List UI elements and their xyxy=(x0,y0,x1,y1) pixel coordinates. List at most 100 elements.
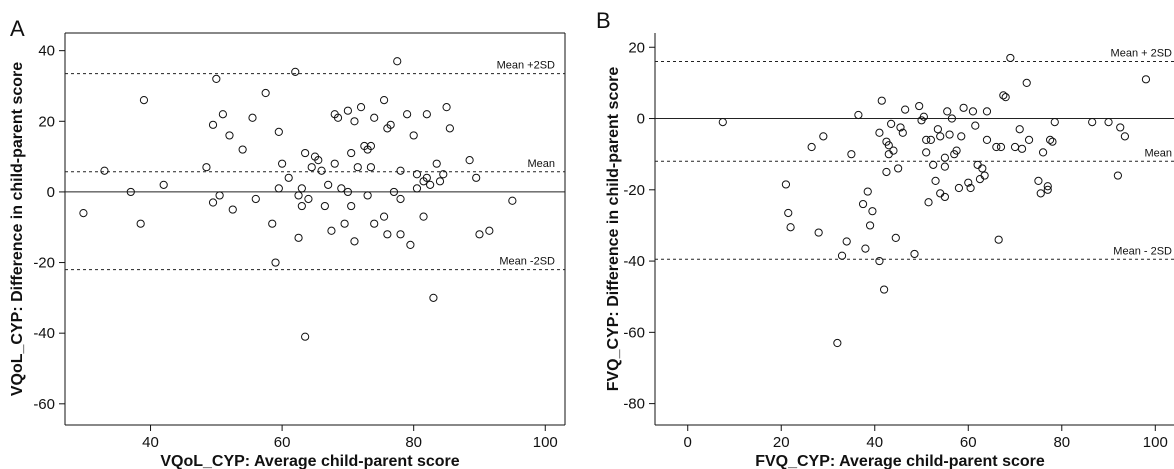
data-point xyxy=(159,180,168,189)
data-point xyxy=(877,96,886,105)
data-point xyxy=(212,74,221,84)
data-point xyxy=(943,107,952,116)
data-point xyxy=(898,128,907,137)
x-tick-label: 0 xyxy=(684,434,692,451)
data-point xyxy=(297,184,306,193)
y-tick-label: -60 xyxy=(33,396,55,413)
data-point xyxy=(340,219,349,228)
data-point xyxy=(924,198,933,207)
data-point xyxy=(202,163,211,172)
reference-line-label: Mean xyxy=(1144,147,1172,159)
data-point xyxy=(429,293,438,302)
data-point xyxy=(294,233,303,242)
data-point xyxy=(350,237,359,246)
data-point xyxy=(868,207,877,216)
x-tick-label: 40 xyxy=(866,434,883,451)
data-point xyxy=(929,160,938,169)
data-point xyxy=(409,131,418,140)
data-point xyxy=(435,177,445,186)
data-point xyxy=(1038,148,1048,157)
data-point xyxy=(343,187,352,197)
x-tick-label: 60 xyxy=(960,434,977,451)
data-point xyxy=(445,124,454,133)
data-point xyxy=(412,170,422,179)
data-point xyxy=(333,113,343,122)
data-point xyxy=(894,164,903,173)
data-point xyxy=(880,285,889,294)
data-point xyxy=(931,176,940,185)
x-tick-label: 100 xyxy=(1143,434,1168,451)
data-point xyxy=(412,184,422,193)
data-point xyxy=(884,141,893,150)
y-tick-label: -40 xyxy=(33,325,55,342)
data-point xyxy=(889,146,898,155)
data-point xyxy=(301,148,310,158)
x-axis-label: VQoL_CYP: Average child-parent score xyxy=(160,453,459,469)
data-point xyxy=(278,159,287,168)
y-tick-label: 20 xyxy=(628,39,645,56)
data-point xyxy=(274,127,283,136)
data-point xyxy=(975,175,985,184)
data-point xyxy=(926,135,935,145)
data-point xyxy=(994,235,1003,244)
data-point xyxy=(324,180,333,189)
data-point xyxy=(922,135,931,145)
data-point xyxy=(225,131,234,140)
data-point xyxy=(472,173,481,182)
data-point xyxy=(996,142,1006,152)
data-point xyxy=(936,189,945,198)
data-point xyxy=(947,114,957,123)
reference-line-label: Mean xyxy=(527,158,555,170)
y-tick-label: 20 xyxy=(38,113,55,130)
data-point xyxy=(842,237,851,246)
data-point xyxy=(971,121,980,130)
data-point xyxy=(370,113,379,122)
data-point xyxy=(940,162,949,171)
data-point xyxy=(363,191,372,200)
data-point xyxy=(475,230,484,239)
data-point xyxy=(982,135,992,145)
data-point xyxy=(973,160,982,169)
data-point xyxy=(1043,185,1052,194)
data-point xyxy=(863,187,872,196)
data-point xyxy=(406,240,415,249)
data-point xyxy=(854,110,863,120)
data-point xyxy=(100,166,109,175)
data-point xyxy=(992,142,1001,152)
data-point xyxy=(1001,93,1010,102)
data-point xyxy=(139,95,149,105)
data-point xyxy=(337,184,346,193)
data-point xyxy=(1015,125,1024,134)
data-point xyxy=(261,88,270,98)
data-point xyxy=(1010,142,1020,152)
data-point xyxy=(330,159,339,168)
data-point xyxy=(307,163,316,172)
y-tick-label: 40 xyxy=(38,43,55,60)
data-point xyxy=(837,251,847,260)
data-point xyxy=(896,123,905,132)
data-point xyxy=(875,128,884,137)
data-point xyxy=(442,103,451,112)
data-point xyxy=(1036,189,1045,198)
data-point xyxy=(508,196,517,205)
data-point xyxy=(945,130,954,139)
y-tick-label: -20 xyxy=(623,182,645,199)
data-point xyxy=(978,164,987,173)
data-point xyxy=(291,67,300,76)
data-point xyxy=(419,212,428,221)
data-point xyxy=(957,132,966,141)
data-point xyxy=(1034,176,1043,185)
x-tick-label: 80 xyxy=(405,434,422,451)
data-point xyxy=(396,166,405,175)
data-point xyxy=(320,201,329,211)
y-tick-label: 0 xyxy=(47,184,55,201)
data-point xyxy=(919,112,928,121)
panel-label: A xyxy=(10,16,25,41)
data-point xyxy=(294,191,303,200)
data-point xyxy=(1048,137,1057,146)
data-point xyxy=(215,191,224,200)
data-point xyxy=(268,219,277,228)
data-point xyxy=(781,180,791,189)
panel-label: B xyxy=(596,8,611,33)
